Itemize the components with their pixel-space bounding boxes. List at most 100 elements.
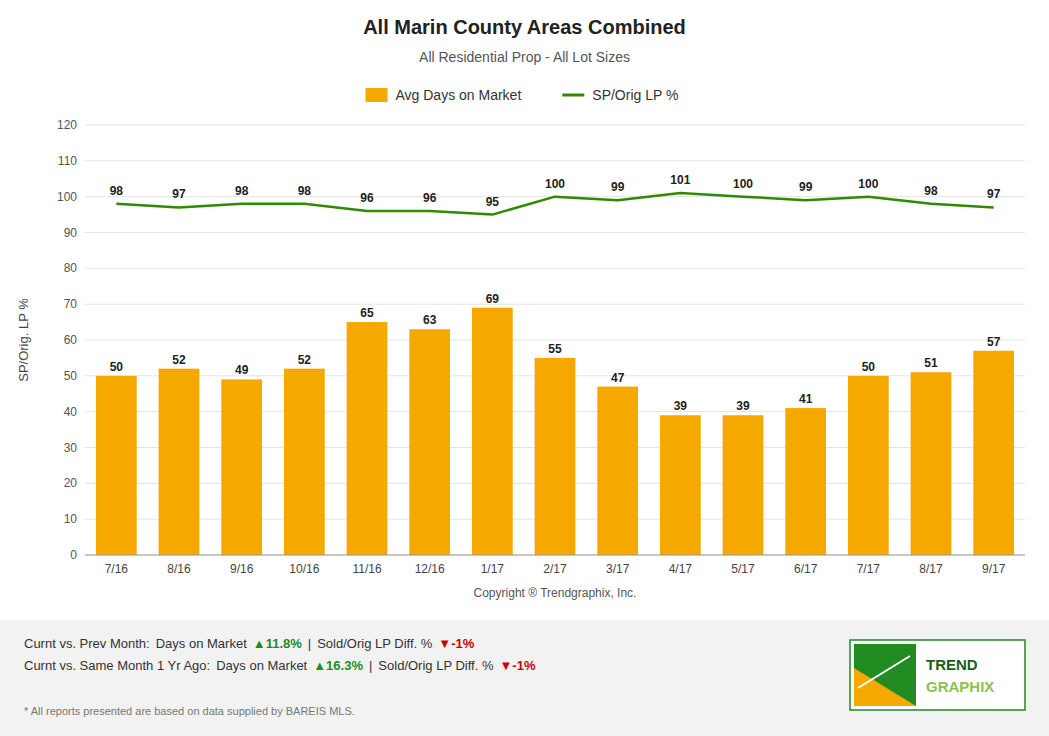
bar bbox=[723, 415, 764, 555]
annotation: ▲16.3% bbox=[313, 658, 363, 673]
annotation-line: Curnt vs. Prev Month: Days on Market ▲11.8… bbox=[24, 636, 475, 651]
data-label: 98 bbox=[298, 184, 312, 198]
data-label: 100 bbox=[733, 177, 753, 191]
data-label: 52 bbox=[298, 353, 312, 367]
data-label: 52 bbox=[172, 353, 186, 367]
x-tick-label: 4/17 bbox=[669, 562, 693, 576]
data-label: 96 bbox=[360, 191, 374, 205]
x-axis-line bbox=[85, 555, 1025, 556]
grid-line bbox=[85, 340, 1025, 341]
bar bbox=[597, 387, 638, 555]
bar bbox=[785, 408, 826, 555]
x-axis: 7/168/169/1610/1611/1612/161/172/173/174… bbox=[85, 555, 1025, 576]
data-label: 100 bbox=[545, 177, 565, 191]
bar bbox=[848, 376, 889, 555]
logo-frame bbox=[850, 640, 1025, 710]
data-label: 50 bbox=[110, 360, 124, 374]
x-tick-label: 10/16 bbox=[289, 562, 319, 576]
grid-line bbox=[85, 232, 1025, 233]
plot-marks bbox=[96, 193, 1014, 555]
logo-square bbox=[854, 644, 916, 706]
annotation: ▼-1% bbox=[500, 658, 536, 673]
data-label: 39 bbox=[736, 399, 750, 413]
chart-svg: All Marin County Areas CombinedAll Resid… bbox=[0, 0, 1049, 736]
x-tick-label: 7/16 bbox=[105, 562, 129, 576]
x-tick-label: 7/17 bbox=[857, 562, 881, 576]
annotation: | bbox=[308, 636, 311, 651]
y-tick-label: 20 bbox=[64, 476, 78, 490]
y-tick-label: 30 bbox=[64, 441, 78, 455]
data-label: 57 bbox=[987, 335, 1001, 349]
annotation: ▼-1% bbox=[438, 636, 474, 651]
x-axis-title: Copyright ® Trendgraphix, Inc. bbox=[474, 586, 637, 600]
y-tick-label: 0 bbox=[70, 548, 77, 562]
annotation-line: Curnt vs. Same Month 1 Yr Ago: Days on Ma… bbox=[24, 658, 536, 673]
logo-line bbox=[858, 656, 910, 688]
data-label: 47 bbox=[611, 371, 625, 385]
legend-label: Avg Days on Market bbox=[396, 87, 522, 103]
logo-text: TREND bbox=[926, 656, 978, 673]
title: All Marin County Areas Combined bbox=[363, 16, 686, 38]
data-label: 50 bbox=[862, 360, 876, 374]
legend-swatch bbox=[562, 94, 584, 97]
data-label: 41 bbox=[799, 392, 813, 406]
y-tick-label: 70 bbox=[64, 297, 78, 311]
x-tick-label: 12/16 bbox=[415, 562, 445, 576]
annotation: Curnt vs. Prev Month: bbox=[24, 636, 150, 651]
grid-line bbox=[85, 125, 1025, 126]
grid bbox=[85, 125, 1025, 555]
bar bbox=[284, 369, 325, 555]
grid-line bbox=[85, 304, 1025, 305]
bar bbox=[660, 415, 701, 555]
annotation: Days on Market bbox=[156, 636, 247, 651]
data-label: 95 bbox=[486, 195, 500, 209]
data-label: 98 bbox=[110, 184, 124, 198]
legend-item: SP/Orig LP % bbox=[562, 87, 678, 103]
x-tick-label: 2/17 bbox=[543, 562, 567, 576]
y-tick-label: 120 bbox=[57, 118, 77, 132]
data-labels: 5052495265636955473939415051579897989896… bbox=[110, 173, 1001, 413]
annotation: ▲11.8% bbox=[253, 636, 302, 651]
data-label: 98 bbox=[924, 184, 938, 198]
background bbox=[0, 0, 1049, 736]
bar bbox=[221, 379, 262, 555]
data-label: 96 bbox=[423, 191, 437, 205]
annotation: | bbox=[369, 658, 372, 673]
y-tick-label: 50 bbox=[64, 369, 78, 383]
y-axis: 0102030405060708090100110120 bbox=[57, 118, 77, 562]
data-label: 65 bbox=[360, 306, 374, 320]
y-axis-title: SP/Orig. LP % bbox=[16, 298, 31, 382]
x-tick-label: 8/16 bbox=[167, 562, 191, 576]
chart-container: All Marin County Areas CombinedAll Resid… bbox=[0, 0, 1049, 736]
x-tick-label: 9/16 bbox=[230, 562, 254, 576]
annotation: Sold/Orig LP Diff. % bbox=[317, 636, 433, 651]
y-tick-label: 60 bbox=[64, 333, 78, 347]
footer-background bbox=[0, 620, 1049, 736]
annotation: Sold/Orig LP Diff. % bbox=[378, 658, 494, 673]
bar bbox=[911, 372, 952, 555]
x-tick-label: 1/17 bbox=[481, 562, 505, 576]
bar bbox=[347, 322, 388, 555]
footer: Curnt vs. Prev Month: Days on Market ▲11.8… bbox=[24, 636, 536, 717]
bar bbox=[96, 376, 137, 555]
legend-swatch bbox=[366, 88, 388, 102]
annotation: Curnt vs. Same Month 1 Yr Ago: bbox=[24, 658, 210, 673]
y-tick-label: 110 bbox=[58, 154, 77, 168]
y-tick-label: 80 bbox=[64, 261, 78, 275]
data-label: 97 bbox=[172, 187, 186, 201]
y-tick-label: 40 bbox=[64, 405, 78, 419]
bar bbox=[159, 369, 200, 555]
data-label: 100 bbox=[858, 177, 878, 191]
data-label: 63 bbox=[423, 313, 437, 327]
x-tick-label: 5/17 bbox=[731, 562, 755, 576]
data-label: 101 bbox=[670, 173, 690, 187]
data-label: 51 bbox=[924, 356, 938, 370]
x-tick-label: 9/17 bbox=[982, 562, 1006, 576]
bar bbox=[973, 351, 1014, 555]
annotation: Days on Market bbox=[216, 658, 307, 673]
logo: TRENDGRAPHIX bbox=[850, 640, 1025, 710]
x-tick-label: 8/17 bbox=[919, 562, 943, 576]
data-label: 99 bbox=[611, 180, 625, 194]
y-tick-label: 90 bbox=[64, 226, 78, 240]
data-label: 69 bbox=[486, 292, 500, 306]
